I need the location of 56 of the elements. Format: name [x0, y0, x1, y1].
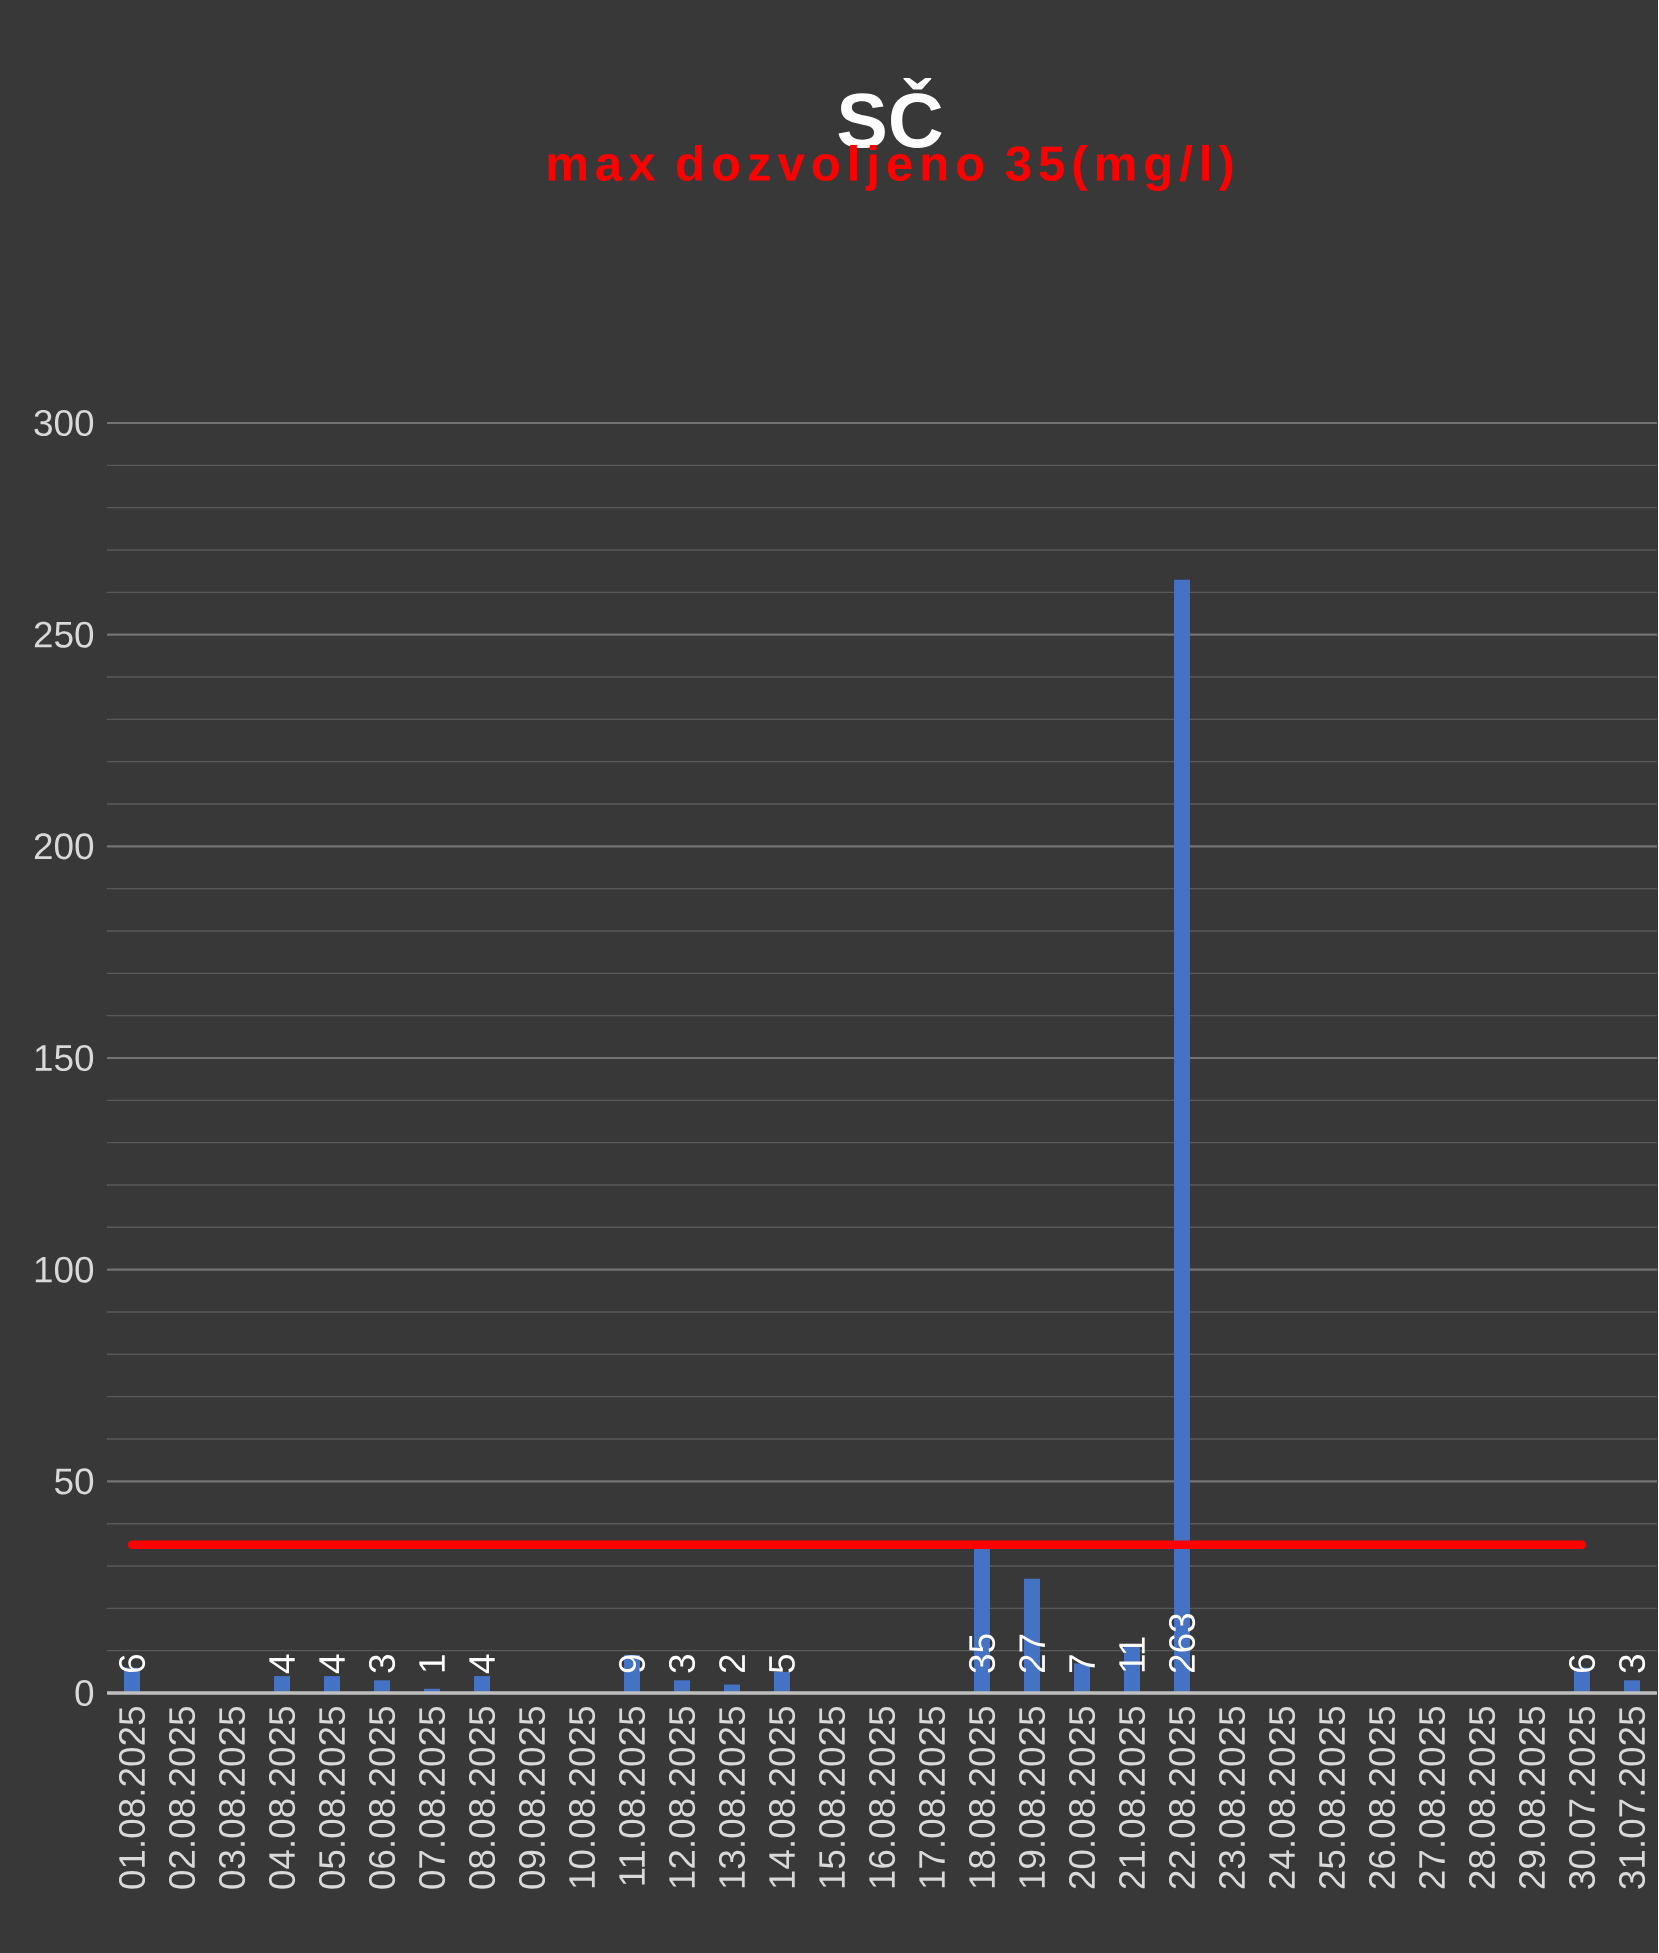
data-label: 9 [619, 1655, 646, 1673]
data-label: 3 [369, 1655, 396, 1673]
x-tick-label: 10.08.2025 [569, 1707, 596, 1888]
data-label: 3 [669, 1655, 696, 1673]
x-tick-label: 26.08.2025 [1369, 1707, 1396, 1889]
x-tick-label: 11.08.2025 [619, 1707, 646, 1885]
x-tick-label: 28.08.2025 [1469, 1707, 1496, 1889]
y-tick-label: 200 [35, 833, 94, 860]
x-tick-label: 25.08.2025 [1319, 1707, 1346, 1889]
x-tick-label: 14.08.2025 [769, 1707, 796, 1888]
x-tick-label: 16.08.2025 [869, 1707, 896, 1888]
x-tick-label: 08.08.2025 [469, 1707, 496, 1889]
x-tick-label: 15.08.2025 [819, 1707, 846, 1888]
x-tick-label: 13.08.2025 [719, 1707, 746, 1888]
x-tick-label: 20.08.2025 [1069, 1707, 1096, 1889]
data-label: 11 [1119, 1637, 1145, 1672]
x-tick-label: 09.08.2025 [519, 1707, 546, 1889]
x-tick-label: 19.08.2025 [1019, 1707, 1046, 1888]
x-tick-label: 21.08.2025 [1119, 1707, 1146, 1889]
x-tick-label: 04.08.2025 [269, 1707, 296, 1889]
data-label: 6 [119, 1655, 146, 1673]
data-label: 1 [419, 1655, 445, 1672]
x-tick-label: 17.08.2025 [919, 1707, 946, 1888]
x-tick-label: 06.08.2025 [369, 1707, 396, 1889]
data-label: 263 [1169, 1614, 1196, 1673]
data-label: 3 [1619, 1655, 1646, 1673]
data-label: 4 [269, 1654, 295, 1674]
bar [774, 1671, 791, 1694]
y-tick-label: 300 [34, 409, 94, 437]
x-tick-label: 29.08.2025 [1519, 1707, 1546, 1889]
data-label: 4 [319, 1654, 345, 1674]
data-label: 35 [969, 1634, 996, 1673]
y-tick-label: 150 [35, 1044, 94, 1072]
x-tick-label: 27.08.2025 [1419, 1707, 1446, 1889]
x-tick-label: 01.08.2025 [119, 1707, 146, 1889]
data-label: 4 [469, 1654, 495, 1674]
x-tick-label: 30.07.2025 [1569, 1707, 1596, 1889]
y-tick-label: 50 [55, 1468, 94, 1495]
data-label: 2 [719, 1655, 746, 1673]
data-label: 7 [1069, 1655, 1095, 1673]
x-tick-label: 31.07.2025 [1619, 1707, 1646, 1889]
x-tick-label: 03.08.2025 [219, 1707, 246, 1889]
x-tick-label: 05.08.2025 [319, 1707, 346, 1889]
x-tick-label: 22.08.2025 [1169, 1707, 1196, 1889]
y-tick-label: 100 [35, 1256, 94, 1283]
data-label: 6 [1569, 1655, 1596, 1673]
y-tick-label: 250 [35, 621, 94, 648]
x-tick-label: 23.08.2025 [1219, 1707, 1246, 1889]
data-label: 27 [1019, 1634, 1046, 1673]
x-tick-label: 02.08.2025 [169, 1707, 196, 1889]
x-tick-label: 07.08.2025 [419, 1707, 446, 1889]
x-tick-label: 24.08.2025 [1269, 1707, 1296, 1889]
y-tick-label: 0 [75, 1679, 94, 1707]
data-label: 5 [769, 1655, 796, 1673]
x-tick-label: 18.08.2025 [969, 1707, 996, 1888]
x-tick-label: 12.08.2025 [669, 1707, 696, 1888]
